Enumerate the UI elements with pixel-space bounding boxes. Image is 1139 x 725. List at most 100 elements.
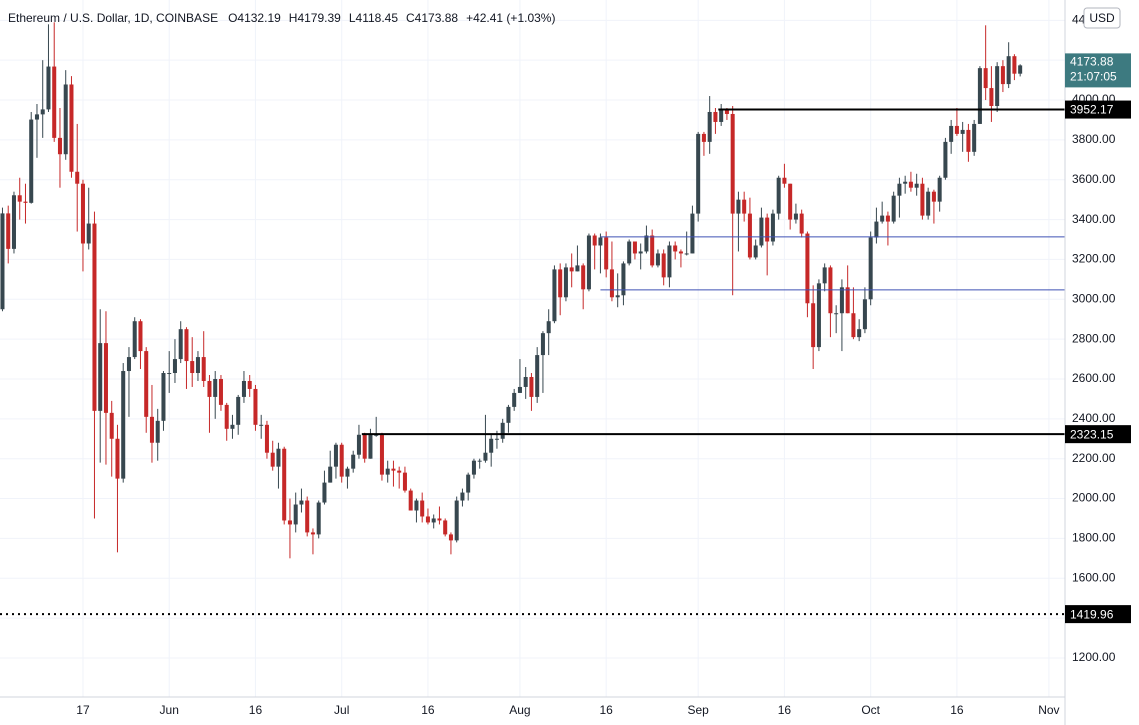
candle-body xyxy=(615,295,620,298)
x-tick-label: Jun xyxy=(160,703,179,717)
candle-body xyxy=(552,269,557,322)
candle-body xyxy=(776,177,781,214)
candle-body xyxy=(132,321,137,358)
candle-body xyxy=(57,137,62,155)
candle-body xyxy=(448,534,453,541)
candle-body xyxy=(402,472,407,491)
candle-body xyxy=(483,452,488,461)
candle-body xyxy=(333,444,338,467)
candle-body xyxy=(40,109,45,115)
candle-body xyxy=(305,500,310,533)
candle-body xyxy=(29,119,34,203)
candle-body xyxy=(477,460,482,462)
candle-body xyxy=(678,251,683,254)
candle-body xyxy=(788,183,793,220)
x-tick-label: Oct xyxy=(861,703,880,717)
candle-body xyxy=(885,215,890,222)
candle-body xyxy=(431,518,436,523)
candle-body xyxy=(80,183,85,244)
candle-body xyxy=(138,321,143,352)
ohlc-value: H4179.39 xyxy=(289,11,341,25)
candle-body xyxy=(293,504,298,525)
x-tick-label: 16 xyxy=(950,703,964,717)
ohlc-value: L4118.45 xyxy=(349,11,398,25)
candle-body xyxy=(667,245,672,278)
candle-body xyxy=(299,500,304,505)
candle-body xyxy=(644,235,649,252)
candle-body xyxy=(903,181,908,184)
candle-body xyxy=(920,183,925,216)
candle-body xyxy=(201,357,206,381)
plot xyxy=(0,22,1023,559)
candle-body xyxy=(535,355,540,397)
candle-body xyxy=(437,518,442,521)
countdown: 21:07:05 xyxy=(1070,70,1117,84)
level-label-box xyxy=(1065,605,1131,624)
candle-body xyxy=(529,376,534,397)
candle-body xyxy=(92,223,97,411)
x-tick-label: 16 xyxy=(249,703,263,717)
candle-body xyxy=(954,125,959,134)
candle-body xyxy=(575,265,580,272)
candle-body xyxy=(931,191,936,202)
candle-body xyxy=(322,482,327,503)
candle-body xyxy=(1012,56,1017,74)
candle-body xyxy=(569,267,574,272)
candle-body xyxy=(494,438,499,440)
x-tick-label: 17 xyxy=(76,703,90,717)
candle-body xyxy=(339,444,344,477)
last-price-label: 4173.88 xyxy=(1070,55,1114,69)
candle-body xyxy=(822,267,827,284)
candle-body xyxy=(851,313,856,338)
candle-body xyxy=(793,213,798,220)
candle-body xyxy=(316,502,321,535)
candle-body xyxy=(454,500,459,541)
candle-body xyxy=(914,183,919,188)
candle-body xyxy=(408,490,413,511)
candle-body xyxy=(701,133,706,142)
candle-body xyxy=(282,448,287,521)
candle-body xyxy=(276,448,281,467)
candle-body xyxy=(230,424,235,429)
candle-body xyxy=(351,454,356,469)
candle-body xyxy=(149,416,154,443)
candle-body xyxy=(506,406,511,423)
candle-body xyxy=(471,460,476,475)
candle-body xyxy=(63,84,68,155)
candle-body xyxy=(673,245,678,252)
candle-body xyxy=(115,438,120,479)
candle-body xyxy=(862,299,867,330)
candle-body xyxy=(489,438,494,453)
candle-body xyxy=(466,474,471,493)
candle-body xyxy=(155,420,160,443)
candle-body xyxy=(178,329,183,360)
candle-body xyxy=(69,84,74,172)
currency-label: USD xyxy=(1089,11,1115,25)
level-label-box xyxy=(1065,100,1131,119)
candle-body xyxy=(937,177,942,202)
candle-body xyxy=(891,195,896,222)
candle-body xyxy=(632,241,637,254)
y-tick-label: 2800.00 xyxy=(1072,331,1116,345)
candle-body xyxy=(184,329,189,362)
candle-body xyxy=(598,237,603,246)
candle-body xyxy=(868,237,873,300)
candle-body xyxy=(650,235,655,266)
candle-body xyxy=(839,287,844,314)
candle-body xyxy=(897,183,902,196)
candle-body xyxy=(247,380,252,389)
candle-body xyxy=(218,378,223,405)
candle-body xyxy=(75,171,80,184)
candle-body xyxy=(770,213,775,242)
candle-body xyxy=(730,113,735,214)
candle-body xyxy=(11,195,16,249)
candle-body xyxy=(264,424,269,453)
candle-body xyxy=(581,265,586,290)
candle-body xyxy=(207,380,212,397)
candle-body xyxy=(707,111,712,142)
last-price-box xyxy=(1065,53,1131,88)
candle-body xyxy=(391,468,396,471)
candle-body xyxy=(345,468,350,477)
candle-body xyxy=(857,329,862,338)
